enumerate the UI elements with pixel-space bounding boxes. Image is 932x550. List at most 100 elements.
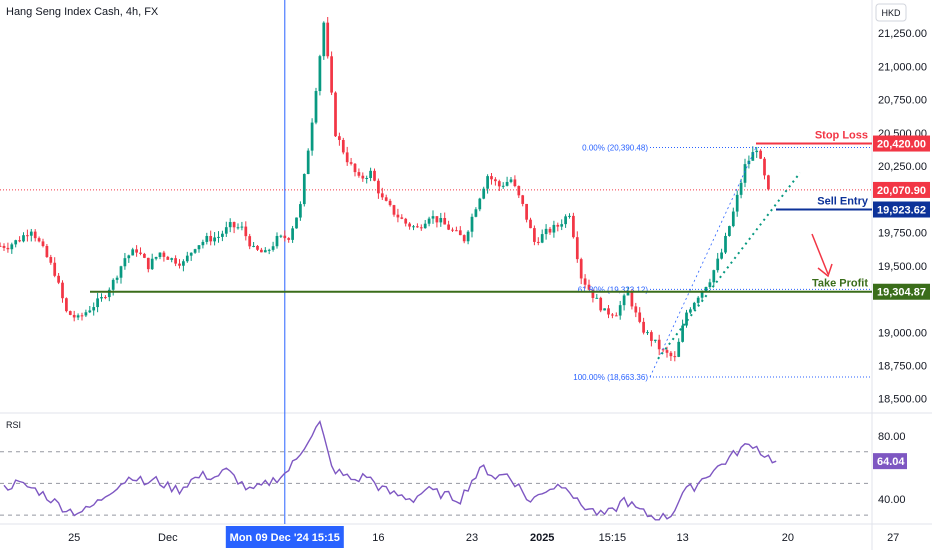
level-price-label: 19,304.87 — [877, 287, 926, 299]
candle-body — [739, 182, 743, 195]
candle-body — [295, 217, 298, 229]
candle-body — [338, 136, 341, 140]
rsi-label: RSI — [6, 420, 21, 430]
x-tick-label: Dec — [158, 532, 178, 544]
candle-body — [205, 235, 209, 242]
candle-body — [673, 356, 677, 358]
current-price-label: 20,070.90 — [877, 185, 926, 197]
rsi-current-tag — [873, 453, 907, 470]
currency-badge[interactable]: HKD — [875, 3, 907, 22]
candle-body — [72, 314, 76, 318]
candle-body — [61, 282, 64, 299]
candle-body — [41, 241, 45, 246]
candle-body — [462, 235, 466, 242]
candle-body — [642, 321, 645, 333]
candle-body — [474, 209, 478, 217]
candle-body — [384, 197, 388, 201]
candle-body — [568, 215, 571, 217]
candle-body — [256, 245, 259, 250]
rsi-panel: RSI — [0, 420, 872, 521]
candle-body — [84, 312, 88, 316]
rsi-tick-label: 40.00 — [878, 494, 906, 506]
candle-body — [182, 261, 185, 266]
candle-body — [423, 223, 427, 229]
candle-body — [111, 279, 115, 290]
candle-body — [33, 231, 37, 239]
candle-body — [146, 257, 150, 270]
candle-body — [322, 22, 326, 57]
candle-body — [166, 256, 170, 260]
candle-body — [646, 332, 649, 334]
candle-body — [131, 249, 135, 256]
candle-body — [669, 352, 673, 357]
candle-body — [458, 230, 462, 236]
candle-body — [404, 218, 408, 224]
candle-body — [53, 262, 57, 276]
candle-body — [692, 302, 696, 310]
candle-body — [341, 139, 345, 153]
candle-body — [2, 245, 6, 248]
candle-body — [595, 297, 599, 299]
currency-label: HKD — [881, 8, 901, 18]
candle-body — [767, 175, 770, 190]
candle-body — [318, 56, 322, 92]
candle-body — [728, 226, 731, 236]
candle-body — [653, 339, 657, 341]
candle-body — [92, 307, 96, 311]
rsi-tick-label: 80.00 — [878, 431, 906, 443]
candle-body — [681, 325, 684, 342]
y-tick-label: 21,250.00 — [878, 28, 927, 40]
candle-body — [591, 289, 595, 298]
level-price-label: 19,923.62 — [877, 205, 926, 217]
candle-body — [696, 297, 700, 303]
candle-body — [412, 226, 415, 228]
candle-body — [100, 297, 103, 299]
candle-body — [213, 237, 216, 242]
candle-body — [509, 179, 513, 182]
candle-body — [494, 179, 497, 182]
candle-body — [244, 226, 248, 237]
candle-body — [704, 286, 708, 292]
candle-body — [712, 270, 716, 283]
level-name: Sell Entry — [817, 196, 869, 208]
y-tick-label: 18,750.00 — [878, 360, 927, 372]
candle-body — [22, 235, 25, 242]
axes: 21,250.0021,000.0020,750.0020,500.0020,2… — [68, 28, 930, 548]
candle-body — [96, 298, 99, 308]
candle-body — [665, 350, 669, 353]
candle-body — [634, 306, 638, 313]
candle-body — [724, 235, 727, 253]
candle-body — [716, 258, 720, 271]
candle-body — [189, 252, 193, 256]
candle-body — [357, 172, 361, 176]
candle-body — [193, 249, 197, 253]
candle-body — [657, 339, 661, 350]
candle-body — [217, 236, 220, 238]
candle-body — [611, 314, 614, 316]
candle-body — [677, 341, 681, 357]
fib-level-label: 100.00% (18,663.36) — [573, 373, 648, 382]
candle-body — [263, 250, 267, 253]
level-price-tag — [873, 135, 930, 152]
candle-body — [29, 231, 33, 236]
candle-body — [556, 224, 560, 227]
candle-body — [735, 194, 739, 212]
candle-body — [373, 170, 376, 181]
level-price-tag — [873, 283, 930, 300]
candle-body — [68, 311, 72, 315]
candle-body — [505, 181, 509, 186]
candle-body — [170, 258, 174, 260]
candle-body — [650, 332, 653, 341]
rsi-current-label: 64.04 — [877, 456, 905, 468]
candle-body — [49, 257, 53, 263]
y-tick-label: 18,500.00 — [878, 394, 927, 406]
x-tick-label: 2025 — [530, 532, 554, 544]
candle-body — [107, 289, 111, 298]
candle-body — [743, 164, 747, 183]
candle-body — [392, 205, 396, 215]
candle-body — [638, 312, 642, 322]
candle-body — [365, 177, 369, 179]
